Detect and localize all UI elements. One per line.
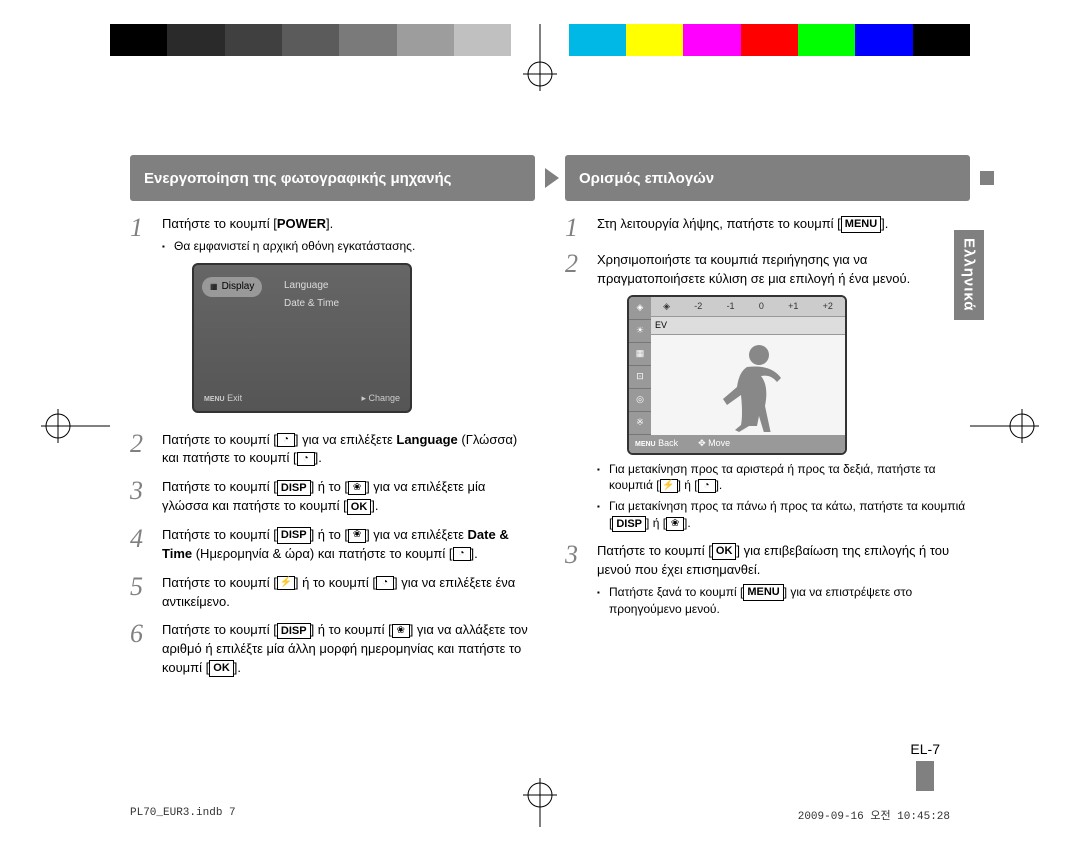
- language-side-tab: Ελληνικά: [954, 230, 984, 320]
- page-content: Ενεργοποίηση της φωτογραφικής μηχανής 1Π…: [130, 155, 970, 755]
- step-body: Πατήστε το κουμπί [DISP] ή το [❀] για να…: [162, 526, 535, 564]
- page-number-bar: [916, 761, 934, 791]
- right-section-header: Ορισμός επιλογών: [565, 155, 970, 201]
- step-number: 1: [565, 215, 587, 241]
- right-column: Ορισμός επιλογών 1 Στη λειτουργία λήψης, …: [565, 155, 970, 755]
- step-sub-bullet: Πατήστε ξανά το κουμπί [MENU] για να επι…: [597, 584, 970, 618]
- color-swatch: [741, 24, 798, 56]
- silhouette-icon: [719, 337, 799, 432]
- header-triangle-icon: [545, 168, 559, 188]
- step-item: 1Πατήστε το κουμπί [POWER].Θα εμφανιστεί…: [130, 215, 535, 421]
- step-number: 2: [130, 431, 152, 469]
- step-item: 2Χρησιμοποιήστε τα κουμπιά περιήγησης γι…: [565, 251, 970, 532]
- color-swatch: [339, 24, 396, 56]
- footer-right: 2009-09-16 오전 10:45:28: [798, 807, 950, 823]
- step-sub-bullet: Θα εμφανιστεί η αρχική οθόνη εγκατάσταση…: [162, 238, 535, 255]
- color-swatch: [798, 24, 855, 56]
- screen-sidebar: ◈☀▦⊡◎※: [629, 297, 651, 435]
- footer-meta: PL70_EUR3.indb 7 2009-09-16 오전 10:45:28: [130, 807, 950, 823]
- step-body: Χρησιμοποιήστε τα κουμπιά περιήγησης για…: [597, 251, 970, 532]
- screen-options: LanguageDate & Time: [284, 277, 339, 313]
- step-sub-bullet: Για μετακίνηση προς τα πάνω ή προς τα κά…: [597, 498, 970, 532]
- step-sub-bullet: Για μετακίνηση προς τα αριστερά ή προς τ…: [597, 461, 970, 495]
- step-number: 3: [130, 478, 152, 516]
- color-swatch: [110, 24, 167, 56]
- step-body: Πατήστε το κουμπί [DISP] ή το [❀] για να…: [162, 478, 535, 516]
- color-swatch: [683, 24, 740, 56]
- color-swatch: [626, 24, 683, 56]
- color-swatch: [855, 24, 912, 56]
- registration-mark-left: [40, 401, 110, 451]
- left-header-text: Ενεργοποίηση της φωτογραφικής μηχανής: [144, 170, 451, 187]
- step-number: 6: [130, 621, 152, 678]
- left-column: Ενεργοποίηση της φωτογραφικής μηχανής 1Π…: [130, 155, 535, 755]
- left-steps: 1Πατήστε το κουμπί [POWER].Θα εμφανιστεί…: [130, 215, 535, 678]
- registration-mark-top: [515, 24, 565, 94]
- step-body: Πατήστε το κουμπί [POWER].Θα εμφανιστεί …: [162, 215, 535, 421]
- step-number: 1: [130, 215, 152, 421]
- step-number: 4: [130, 526, 152, 564]
- footer-left: PL70_EUR3.indb 7: [130, 807, 236, 823]
- step-item: 3Πατήστε το κουμπί [OK] για επιβεβαίωση …: [565, 542, 970, 617]
- color-swatch: [225, 24, 282, 56]
- step-body: Πατήστε το κουμπί [⚡] ή το κουμπί [◔] γι…: [162, 574, 535, 612]
- step-item: 2 Πατήστε το κουμπί [◔] για να επιλέξετε …: [130, 431, 535, 469]
- registration-mark-right: [970, 401, 1040, 451]
- screen-ev-scale: ◈-2-10+1+2: [651, 297, 845, 317]
- color-swatch: [167, 24, 224, 56]
- right-header-text: Ορισμός επιλογών: [579, 170, 714, 187]
- step-body: Πατήστε το κουμπί [◔] για να επιλέξετε L…: [162, 431, 535, 469]
- step-item: 6Πατήστε το κουμπί [DISP] ή το κουμπί [❀…: [130, 621, 535, 678]
- step-item: 4 Πατήστε το κουμπί [DISP] ή το [❀] για ν…: [130, 526, 535, 564]
- step-number: 2: [565, 251, 587, 532]
- page-number-text: EL-7: [910, 741, 940, 757]
- step-item: 1 Στη λειτουργία λήψης, πατήστε το κουμπί…: [565, 215, 970, 241]
- step-item: 3 Πατήστε το κουμπί [DISP] ή το [❀] για ν…: [130, 478, 535, 516]
- step-number: 5: [130, 574, 152, 612]
- left-section-header: Ενεργοποίηση της φωτογραφικής μηχανής: [130, 155, 535, 201]
- color-swatch: [913, 24, 970, 56]
- step-body: Πατήστε το κουμπί [DISP] ή το κουμπί [❀]…: [162, 621, 535, 678]
- color-swatch: [454, 24, 511, 56]
- right-steps: 1 Στη λειτουργία λήψης, πατήστε το κουμπί…: [565, 215, 970, 618]
- step-number: 3: [565, 542, 587, 617]
- color-swatch: [569, 24, 626, 56]
- screen-ev-label: EV: [651, 317, 845, 335]
- page-number: EL-7: [910, 741, 940, 791]
- camera-screen-ev: ◈☀▦⊡◎※◈-2-10+1+2EV MENU Back✥ Move: [627, 295, 847, 455]
- color-swatch: [397, 24, 454, 56]
- header-square-icon: [980, 171, 994, 185]
- camera-screen-setup: ▦ Display LanguageDate & Time MENU Exit▸ C…: [192, 263, 412, 413]
- step-body: Πατήστε το κουμπί [OK] για επιβεβαίωση τ…: [597, 542, 970, 617]
- screen-tab: ▦ Display: [202, 277, 262, 298]
- step-body: Στη λειτουργία λήψης, πατήστε το κουμπί …: [597, 215, 970, 241]
- screen-footer: MENU Back✥ Move: [629, 435, 845, 453]
- step-item: 5 Πατήστε το κουμπί [⚡] ή το κουμπί [◔] γ…: [130, 574, 535, 612]
- color-swatch: [282, 24, 339, 56]
- screen-footer: MENU Exit▸ Change: [204, 392, 400, 405]
